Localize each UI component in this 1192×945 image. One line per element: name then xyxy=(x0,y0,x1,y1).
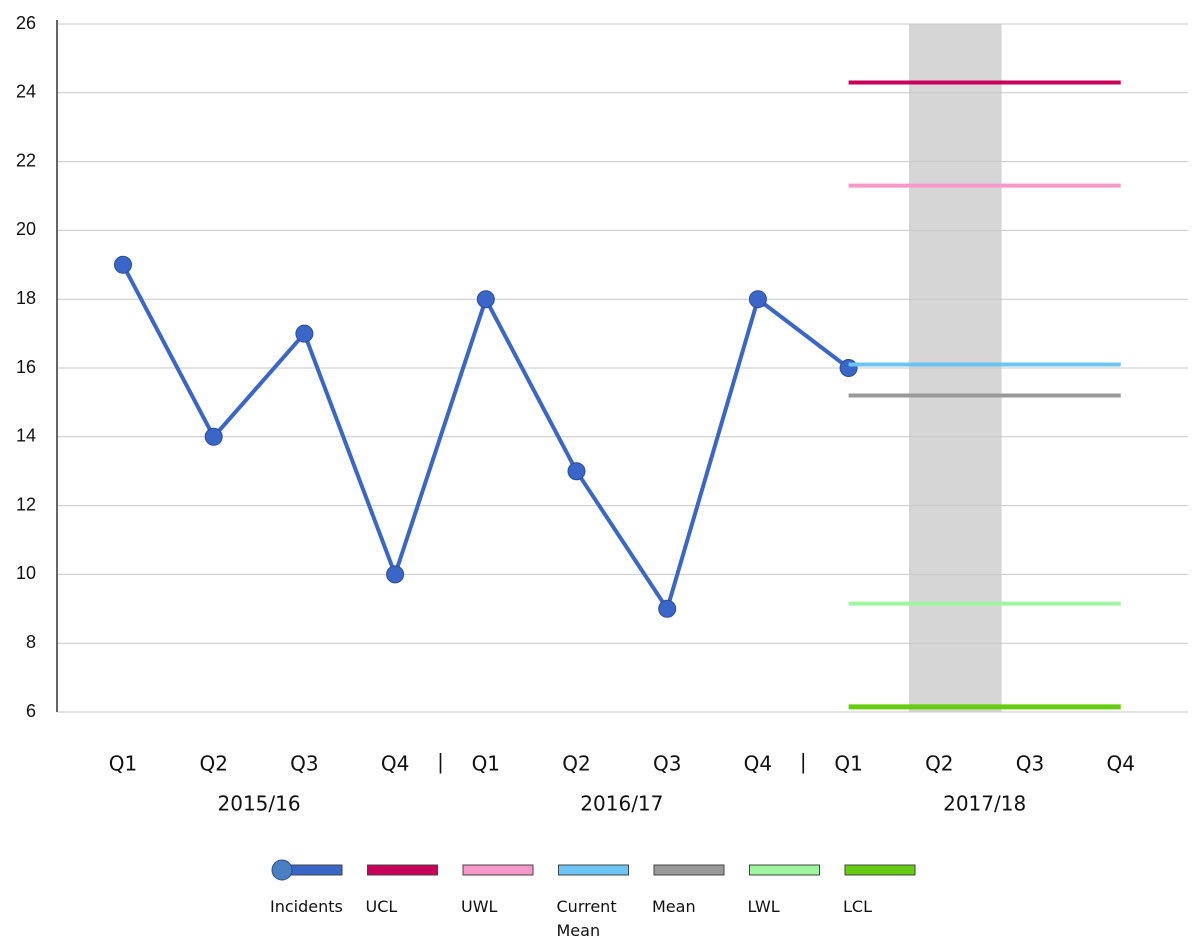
data-point xyxy=(567,462,586,481)
x-tick-label: Q1 xyxy=(472,752,500,776)
legend-label: LWL xyxy=(747,897,780,916)
legend-swatch xyxy=(462,864,534,876)
legend-label: UWL xyxy=(461,897,498,916)
data-point xyxy=(839,359,858,377)
legend-swatch xyxy=(653,864,725,876)
y-tick-label: 6 xyxy=(26,701,36,721)
data-point xyxy=(658,599,677,618)
legend-swatch xyxy=(558,864,629,876)
data-point xyxy=(476,290,495,309)
legend-label: Current Mean xyxy=(556,897,617,940)
y-tick-label: 24 xyxy=(16,82,36,102)
y-tick-label: 16 xyxy=(16,357,36,377)
y-tick-label: 26 xyxy=(16,13,36,33)
y-tick-label: 20 xyxy=(16,219,36,239)
group-separator: | xyxy=(437,750,444,774)
legend-label: UCL xyxy=(365,897,398,916)
x-tick-label: Q3 xyxy=(653,752,681,776)
data-point xyxy=(114,255,132,274)
data-point xyxy=(204,427,223,446)
legend-swatch xyxy=(367,864,438,876)
legend-label: LCL xyxy=(843,897,872,916)
x-tick-label: Q2 xyxy=(199,752,227,776)
x-tick-label: Q3 xyxy=(290,752,318,776)
group-label: 2016/17 xyxy=(580,792,663,816)
x-tick-label: Q4 xyxy=(381,752,409,776)
legend-label: Mean xyxy=(652,897,696,916)
group-label: 2015/16 xyxy=(218,792,301,816)
x-tick-label: Q1 xyxy=(834,752,862,776)
y-tick-label: 22 xyxy=(16,150,36,170)
x-tick-label: Q4 xyxy=(1106,752,1134,776)
data-point xyxy=(295,324,314,343)
x-tick-label: Q1 xyxy=(109,752,137,776)
x-tick-label: Q2 xyxy=(562,752,590,776)
legend-swatch xyxy=(749,864,820,876)
legend-marker xyxy=(271,859,293,881)
y-tick-label: 10 xyxy=(16,563,36,583)
y-tick-label: 14 xyxy=(16,426,36,446)
legend-swatch xyxy=(289,864,343,876)
y-tick-label: 18 xyxy=(16,288,36,308)
y-tick-label: 8 xyxy=(26,632,36,652)
group-separator: | xyxy=(800,750,807,774)
x-tick-label: Q4 xyxy=(744,752,772,776)
legend-swatch xyxy=(844,864,916,876)
x-tick-label: Q3 xyxy=(1016,752,1044,776)
data-point xyxy=(748,290,767,309)
x-tick-label: Q2 xyxy=(925,752,953,776)
y-tick-label: 12 xyxy=(16,494,36,514)
legend-label: Incidents xyxy=(270,897,343,916)
group-label: 2017/18 xyxy=(943,792,1026,816)
data-point xyxy=(386,565,405,584)
